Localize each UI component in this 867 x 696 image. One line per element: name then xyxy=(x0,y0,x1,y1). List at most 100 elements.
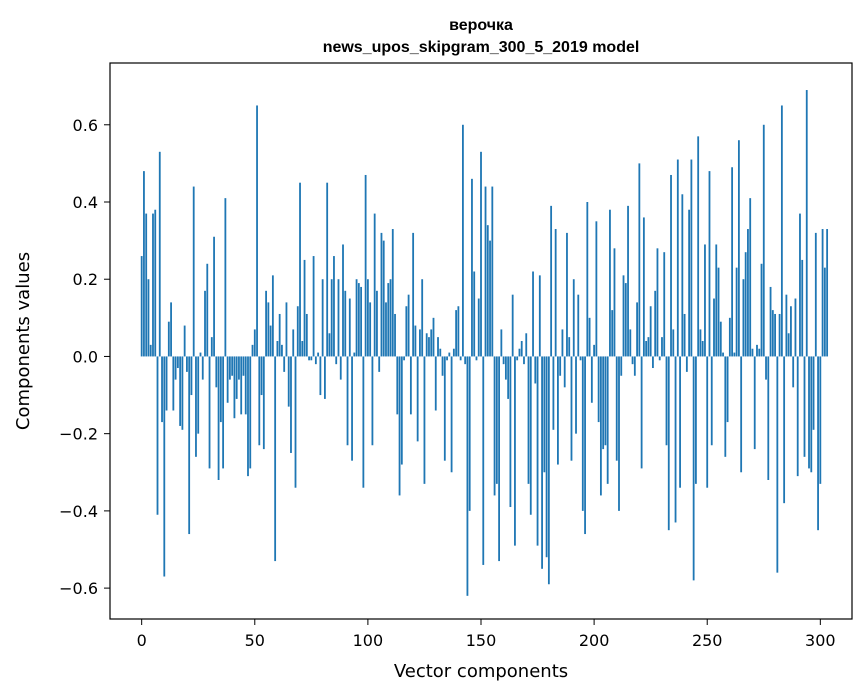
bar xyxy=(561,329,564,357)
bar xyxy=(529,356,532,515)
bar xyxy=(385,302,387,357)
bar xyxy=(599,356,602,496)
bar xyxy=(283,356,286,372)
bar xyxy=(661,337,663,357)
y-tick-label: 0.6 xyxy=(73,116,98,135)
bar xyxy=(629,329,632,357)
bar xyxy=(195,356,197,457)
bar xyxy=(516,356,519,361)
bar xyxy=(455,310,458,357)
bar xyxy=(536,356,539,546)
bar xyxy=(647,337,650,357)
bar xyxy=(462,124,464,357)
bar xyxy=(425,333,428,357)
bar xyxy=(792,356,795,388)
bar xyxy=(518,348,521,357)
y-tick-label: −0.4 xyxy=(59,502,98,521)
bar xyxy=(235,356,238,399)
bar xyxy=(611,310,614,357)
bar xyxy=(826,229,829,357)
bar xyxy=(369,302,372,357)
bar xyxy=(776,356,779,573)
bar xyxy=(507,356,510,399)
bar xyxy=(511,294,514,357)
bar xyxy=(810,356,813,473)
bar xyxy=(581,356,584,511)
bar xyxy=(799,213,801,357)
bar xyxy=(579,356,582,361)
bar xyxy=(249,356,252,469)
bar xyxy=(624,283,627,357)
bar xyxy=(355,279,358,357)
bar xyxy=(652,356,654,369)
bar xyxy=(597,356,600,423)
bar xyxy=(380,232,383,357)
bar xyxy=(484,186,487,357)
bar xyxy=(771,310,774,357)
bar xyxy=(642,217,645,357)
bar xyxy=(778,313,781,357)
bar xyxy=(188,356,191,535)
bar xyxy=(819,356,822,484)
bar xyxy=(448,352,451,357)
bar xyxy=(247,356,249,477)
bar xyxy=(559,356,562,376)
bar xyxy=(262,356,265,450)
bar xyxy=(339,356,342,380)
bar xyxy=(274,356,277,562)
bar xyxy=(658,356,661,361)
bar xyxy=(376,290,378,357)
bar xyxy=(760,263,763,357)
bar xyxy=(317,352,320,357)
x-tick-label: 100 xyxy=(353,631,384,650)
bar xyxy=(665,356,668,446)
bar xyxy=(145,213,148,357)
bar xyxy=(590,356,593,403)
bar xyxy=(292,329,295,357)
bar xyxy=(326,182,329,357)
bar xyxy=(735,267,738,357)
bar xyxy=(330,279,333,357)
bar xyxy=(731,167,734,357)
bar xyxy=(532,271,534,357)
bar xyxy=(179,356,182,426)
y-tick-label: 0.2 xyxy=(73,270,98,289)
bar xyxy=(683,313,686,357)
bar xyxy=(728,317,731,357)
bar xyxy=(409,356,412,415)
bar xyxy=(414,325,417,357)
bar xyxy=(566,232,568,357)
bar xyxy=(706,356,709,488)
bar xyxy=(805,90,808,357)
bar xyxy=(443,356,446,461)
bar xyxy=(287,356,290,407)
bar xyxy=(398,356,401,496)
bar xyxy=(568,337,571,357)
bar xyxy=(400,356,403,465)
bar xyxy=(595,221,598,357)
bar xyxy=(504,356,507,380)
bar xyxy=(724,356,727,457)
bar xyxy=(328,333,331,357)
bar xyxy=(672,329,675,357)
bar xyxy=(609,209,611,357)
bar xyxy=(520,341,523,357)
bar xyxy=(584,356,586,535)
bar xyxy=(717,267,720,357)
bar xyxy=(265,290,267,357)
bar xyxy=(523,356,525,365)
bar xyxy=(366,279,369,357)
bar xyxy=(563,356,566,388)
bar xyxy=(762,124,765,357)
bar xyxy=(482,356,485,565)
bar xyxy=(457,306,460,357)
x-tick-label: 150 xyxy=(466,631,497,650)
bar xyxy=(156,356,159,515)
bar xyxy=(489,240,491,357)
bar xyxy=(502,356,505,365)
bar xyxy=(749,198,752,357)
bar xyxy=(557,356,559,465)
bar xyxy=(751,348,754,357)
bar xyxy=(588,317,591,357)
